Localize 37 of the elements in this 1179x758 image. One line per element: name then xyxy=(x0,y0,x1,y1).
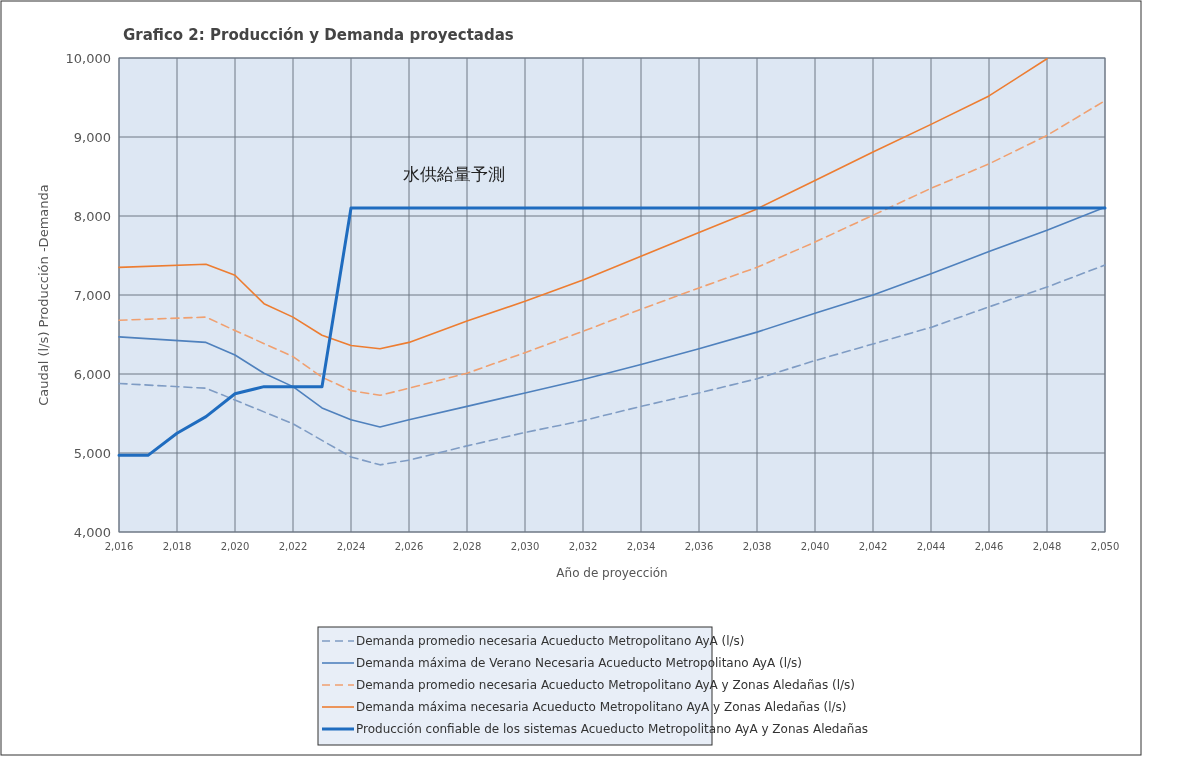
x-axis-title: Año de proyección xyxy=(556,566,668,580)
x-tick-label: 2,038 xyxy=(742,541,772,552)
annotation: 水供給量予測 xyxy=(403,164,505,184)
x-tick-label: 2,016 xyxy=(104,541,134,552)
x-tick-label: 2,046 xyxy=(974,541,1004,552)
y-tick-label: 6,000 xyxy=(73,366,111,382)
x-tick-label: 2,042 xyxy=(858,541,888,552)
y-tick-label: 7,000 xyxy=(73,287,111,303)
x-tick-label: 2,048 xyxy=(1032,541,1062,552)
y-tick-label: 5,000 xyxy=(73,445,111,461)
line-series xyxy=(118,57,1048,350)
x-tick-label: 2,032 xyxy=(568,541,598,552)
legend-label: Demanda máxima necesaria Acueducto Metropolitano AyA y Zonas Aledañas (l/s) xyxy=(356,700,847,715)
legend-label: Producción confiable de los sistemas Acueducto Metropolitano AyA y Zonas Aledañas xyxy=(356,722,869,737)
x-tick-label: 2,024 xyxy=(336,541,366,552)
line-series xyxy=(118,264,1106,466)
legend-label: Demanda promedio necesaria Acueducto Metropolitano AyA (l/s) xyxy=(356,634,745,649)
x-tick-label: 2,044 xyxy=(916,541,946,552)
legend-label: Demanda promedio necesaria Acueducto Metropolitano AyA y Zonas Aledañas (l/s) xyxy=(356,678,855,693)
x-tick-label: 2,050 xyxy=(1090,541,1120,552)
y-axis-title: Caudal (l/s) Producción -Demanda xyxy=(36,184,51,406)
y-tick-label: 4,000 xyxy=(73,524,111,540)
x-tick-label: 2,020 xyxy=(220,541,250,552)
line-series xyxy=(118,99,1106,397)
x-tick-label: 2,018 xyxy=(162,541,192,552)
x-tick-label: 2,026 xyxy=(394,541,424,552)
x-tick-label: 2,040 xyxy=(800,541,830,552)
x-tick-label: 2,028 xyxy=(452,541,482,552)
y-tick-label: 8,000 xyxy=(73,208,111,224)
chart-title: Grafico 2: Producción y Demanda proyectadas xyxy=(123,26,514,44)
x-tick-label: 2,022 xyxy=(278,541,308,552)
x-tick-label: 2,030 xyxy=(510,541,540,552)
x-tick-label: 2,036 xyxy=(684,541,714,552)
x-tick-label: 2,034 xyxy=(626,541,656,552)
y-tick-label: 10,000 xyxy=(65,50,111,66)
legend-label: Demanda máxima de Verano Necesaria Acueducto Metropolitano AyA (l/s) xyxy=(356,656,802,671)
y-tick-label: 9,000 xyxy=(73,129,111,145)
